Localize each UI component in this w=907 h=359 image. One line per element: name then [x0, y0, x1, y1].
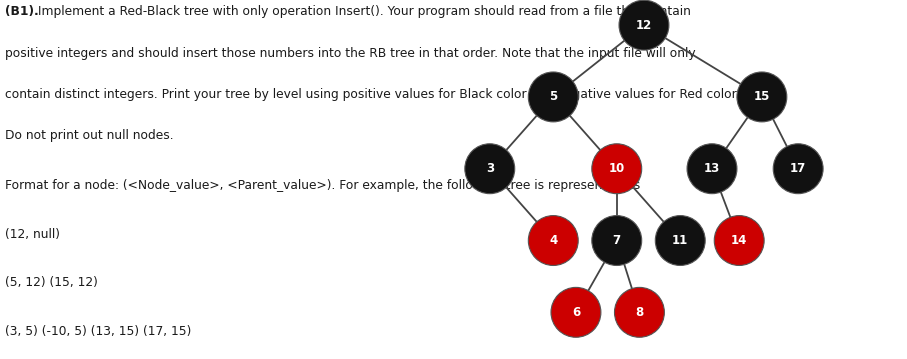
Text: 11: 11 [672, 234, 688, 247]
Text: positive integers and should insert those numbers into the RB tree in that order: positive integers and should insert thos… [5, 47, 695, 60]
Text: 8: 8 [635, 306, 644, 319]
Ellipse shape [715, 216, 764, 265]
Text: (3, 5) (-10, 5) (13, 15) (17, 15): (3, 5) (-10, 5) (13, 15) (17, 15) [5, 325, 190, 338]
Text: 14: 14 [731, 234, 747, 247]
Ellipse shape [591, 216, 642, 265]
Text: (12, null): (12, null) [5, 228, 60, 241]
Text: 17: 17 [790, 162, 806, 175]
Ellipse shape [688, 144, 736, 194]
Text: 3: 3 [486, 162, 493, 175]
Text: 6: 6 [571, 306, 580, 319]
Text: 4: 4 [549, 234, 558, 247]
Ellipse shape [774, 144, 824, 194]
Ellipse shape [528, 72, 579, 122]
Text: contain distinct integers. Print your tree by level using positive values for Bl: contain distinct integers. Print your tr… [5, 88, 739, 101]
Ellipse shape [619, 0, 669, 50]
Text: 10: 10 [609, 162, 625, 175]
Ellipse shape [736, 72, 787, 122]
Ellipse shape [615, 288, 664, 337]
Text: Do not print out null nodes.: Do not print out null nodes. [5, 129, 173, 142]
Text: 12: 12 [636, 19, 652, 32]
Text: Format for a node: (<Node_value>, <Parent_value>). For example, the following tr: Format for a node: (<Node_value>, <Paren… [5, 180, 639, 192]
Text: (5, 12) (15, 12): (5, 12) (15, 12) [5, 276, 97, 289]
Text: Implement a Red-Black tree with only operation Insert(). Your program should rea: Implement a Red-Black tree with only ope… [34, 5, 691, 18]
Text: 5: 5 [549, 90, 558, 103]
Text: (B1).: (B1). [5, 5, 38, 18]
Ellipse shape [655, 216, 706, 265]
Text: 7: 7 [613, 234, 620, 247]
Text: 13: 13 [704, 162, 720, 175]
Text: 15: 15 [754, 90, 770, 103]
Ellipse shape [464, 144, 515, 194]
Ellipse shape [528, 216, 579, 265]
Ellipse shape [551, 288, 601, 337]
Ellipse shape [591, 144, 642, 194]
